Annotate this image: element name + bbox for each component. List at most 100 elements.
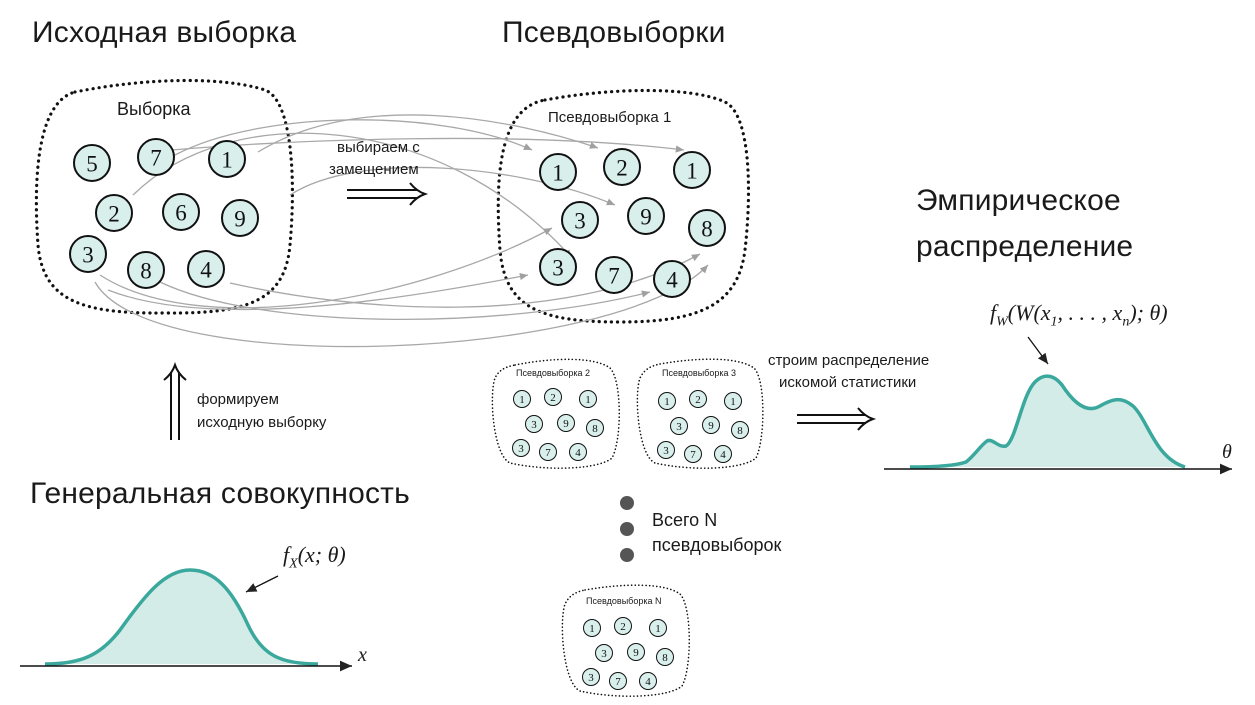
population-density-plot	[20, 568, 352, 672]
source-ball-label-4: 2	[108, 201, 120, 226]
pseudoN-ball-4	[595, 644, 613, 662]
pseudo2-ball-1	[513, 390, 531, 408]
pseudo1-ball-label-8: 7	[608, 263, 620, 288]
build-label-line1: строим распределение	[768, 352, 930, 369]
form-double-arrow	[163, 361, 187, 440]
source-ball-5	[162, 193, 200, 231]
form-label-line2: исходную выборку	[197, 414, 327, 431]
total-label-line1: Всего N	[652, 510, 718, 530]
source-ball-8	[127, 251, 165, 289]
pseudoN-ball-3	[649, 619, 667, 637]
pseudo-sample-3-label: Псевдовыборка 3	[662, 368, 736, 378]
pseudoN-ball-label-3: 1	[655, 623, 661, 635]
pseudo3-ball-5	[702, 416, 720, 434]
build-double-arrow	[797, 407, 877, 431]
pseudo1-ball-label-1: 1	[552, 160, 564, 185]
pseudoN-ball-7	[582, 668, 600, 686]
pseudo2-ball-label-1: 1	[519, 394, 525, 406]
pseudo2-ball-label-4: 3	[531, 419, 537, 431]
source-sample-label: Выборка	[117, 99, 191, 119]
pseudo3-ball-label-2: 2	[695, 394, 701, 406]
source-ball-4	[95, 194, 133, 232]
source-ball-2	[137, 138, 175, 176]
population-axis-label: x	[358, 644, 367, 666]
source-ball-6	[221, 199, 259, 237]
empirical-pointer-arrow	[1027, 336, 1049, 365]
build-label-line2: искомой статистики	[779, 374, 917, 391]
resample-label-line1: выбираем с	[337, 139, 420, 156]
pseudo2-ball-label-3: 1	[585, 394, 591, 406]
pseudo2-ball-label-9: 4	[575, 447, 581, 459]
pseudoN-ball-label-1: 1	[589, 623, 595, 635]
pseudo3-ball-label-6: 8	[737, 425, 743, 437]
pseudo3-ball-label-4: 3	[676, 421, 682, 433]
population-density-curve	[44, 568, 319, 666]
pseudo-sample-2-label: Псевдовыборка 2	[516, 368, 590, 378]
pseudoN-ball-9	[639, 672, 657, 690]
source-ball-label-2: 7	[150, 145, 162, 170]
pseudoN-ball-label-7: 3	[588, 672, 594, 684]
pseudoN-ball-6	[656, 648, 674, 666]
pseudo-sample-3-box	[636, 358, 764, 469]
source-ball-label-7: 3	[82, 242, 94, 267]
pseudo3-ball-2	[689, 390, 707, 408]
pseudo1-ball-label-6: 8	[701, 216, 713, 241]
pseudo-sample-2-box	[491, 358, 621, 469]
pseudo3-ball-9	[714, 445, 732, 463]
statistic-axis-label: θ	[1222, 441, 1232, 463]
source-ball-label-5: 6	[175, 200, 187, 225]
total-label-line2: псевдовыборок	[652, 535, 782, 555]
empirical-density-fill	[910, 376, 1185, 467]
pseudoN-ball-5	[627, 643, 645, 661]
pseudoN-ball-label-8: 7	[615, 676, 621, 688]
population-density-fill	[45, 570, 318, 664]
pseudo1-ball-label-5: 9	[640, 204, 652, 229]
pseudo3-ball-6	[731, 421, 749, 439]
pseudoN-ball-label-4: 3	[601, 648, 607, 660]
pseudo3-ball-label-5: 9	[708, 420, 714, 432]
statistic-density-formula: fW(W(x1, . . . , xn); θ)	[990, 300, 1168, 330]
pseudoN-ball-1	[583, 619, 601, 637]
pseudo1-ball-3	[673, 151, 711, 189]
population-density-formula: fX(x; θ)	[283, 542, 346, 572]
pseudo3-ball-3	[724, 392, 742, 410]
pseudoN-ball-label-9: 4	[645, 676, 651, 688]
source-sample-heading: Исходная выборка	[32, 16, 297, 49]
pseudo1-ball-5	[627, 197, 665, 235]
pseudo1-ball-label-4: 3	[574, 208, 586, 233]
ellipsis-dots	[620, 496, 634, 562]
pseudoN-ball-2	[614, 617, 632, 635]
population-pointer-arrow	[245, 575, 279, 593]
resample-label-line2: замещением	[329, 161, 419, 178]
pseudo-sample-2-balls: 1 2 1 3 9 8 3 7 4	[512, 388, 604, 461]
source-ball-label-3: 1	[221, 147, 233, 172]
pseudo3-ball-1	[658, 392, 676, 410]
pseudo1-ball-label-2: 2	[616, 155, 628, 180]
pseudo1-ball-label-9: 4	[666, 267, 678, 292]
pseudo2-ball-7	[512, 439, 530, 457]
pseudo2-ball-3	[579, 390, 597, 408]
pseudo2-ball-8	[539, 443, 557, 461]
pseudo-samples-heading: Псевдовыборки	[502, 16, 726, 49]
source-ball-1	[73, 144, 111, 182]
source-ball-label-8: 8	[140, 258, 152, 283]
source-sample-balls: 5 7 1 2 6 9 3 8 4	[69, 138, 259, 289]
pseudo2-ball-4	[525, 415, 543, 433]
pseudo2-ball-6	[586, 419, 604, 437]
pseudo1-ball-8	[595, 256, 633, 294]
pseudo-sample-1-label: Псевдовыборка 1	[548, 109, 672, 126]
pseudo-sample-n-balls: 1 2 1 3 9 8 3 7 4	[582, 617, 674, 690]
pseudo1-ball-1	[539, 153, 577, 191]
pseudo2-ball-5	[557, 414, 575, 432]
pseudo2-ball-label-7: 3	[518, 443, 524, 455]
pseudo1-ball-label-3: 1	[686, 158, 698, 183]
empirical-heading-line1: Эмпирическое	[916, 184, 1121, 217]
empirical-heading-line2: распределение	[916, 230, 1134, 263]
pseudo-sample-n-box	[561, 584, 691, 697]
pseudo3-ball-label-3: 1	[730, 396, 736, 408]
resampling-connectors	[94, 114, 709, 348]
pseudo-sample-1-balls: 1 2 13 9 83 7 4	[539, 148, 726, 298]
pseudo3-ball-label-8: 7	[690, 449, 696, 461]
pseudo2-ball-label-2: 2	[550, 392, 556, 404]
